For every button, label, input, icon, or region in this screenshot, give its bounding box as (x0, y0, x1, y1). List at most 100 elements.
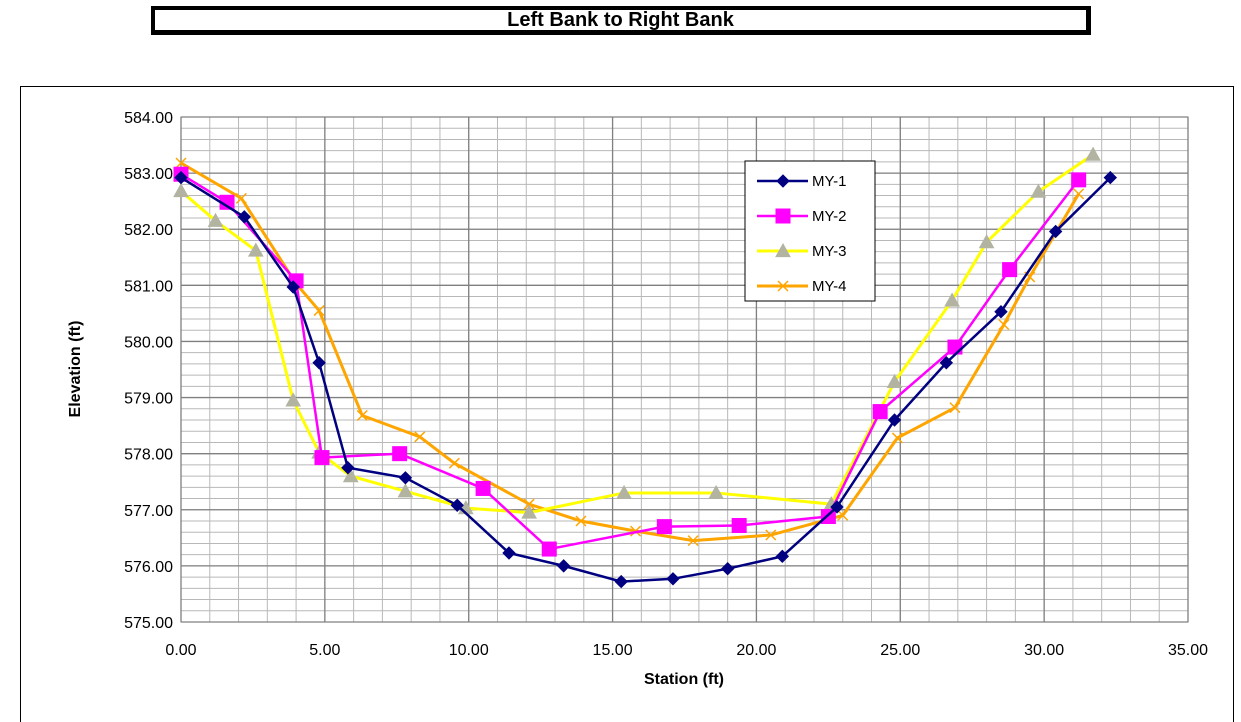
data-point (708, 484, 724, 500)
legend-item-my-4: MY-4 (757, 278, 846, 295)
data-point (312, 356, 326, 370)
data-point (286, 280, 300, 294)
data-point (235, 192, 247, 204)
data-point (502, 546, 516, 560)
legend: MY-1 MY-2 MY-3 MY-4 (744, 160, 876, 302)
legend-swatch-marker (777, 280, 789, 292)
data-point (1002, 262, 1018, 278)
data-point (944, 292, 960, 307)
legend-label: MY-2 (812, 208, 846, 225)
data-point (656, 519, 672, 535)
y-tick-label: 578.00 (124, 447, 173, 464)
chart-title-banner: Left Bank to Right Bank (151, 6, 1091, 35)
data-point (614, 574, 628, 589)
chart-title: Left Bank to Right Bank (507, 8, 734, 31)
x-tick-label: 30.00 (1024, 642, 1064, 659)
data-point (891, 432, 903, 444)
data-point (994, 304, 1008, 319)
data-point (666, 572, 680, 586)
data-point (556, 559, 571, 573)
data-point (830, 500, 844, 514)
data-point (731, 517, 747, 533)
data-point (207, 212, 224, 227)
data-point (1085, 146, 1101, 161)
data-point (175, 157, 187, 169)
data-point (837, 509, 849, 521)
x-axis-ticks: 0.00 5.00 10.00 15.00 20.00 25.00 30.00 35.00 (165, 642, 1208, 659)
x-tick-label: 10.00 (449, 642, 489, 659)
data-point (720, 561, 735, 576)
data-point (886, 373, 903, 388)
series-layer (173, 146, 1118, 589)
y-tick-label: 579.00 (124, 391, 173, 408)
series-my-4 (175, 157, 1085, 547)
data-point (872, 404, 888, 420)
data-point (765, 529, 777, 541)
data-point (939, 356, 954, 370)
data-point (887, 413, 902, 427)
y-axis-title: Elevation (ft) (67, 321, 84, 418)
data-point (448, 457, 460, 469)
legend-swatch-marker (775, 208, 791, 224)
data-point (414, 431, 426, 443)
series-my-1 (174, 170, 1118, 589)
data-point (397, 483, 414, 498)
plot-border (180, 116, 1189, 623)
data-point (475, 480, 491, 496)
data-point (341, 460, 355, 475)
x-tick-label: 0.00 (165, 642, 196, 659)
legend-label: MY-4 (812, 278, 846, 295)
x-tick-label: 20.00 (736, 642, 776, 659)
data-point (314, 450, 330, 466)
data-point (616, 484, 632, 500)
data-point (775, 549, 790, 564)
data-point (1030, 183, 1047, 198)
data-point (949, 402, 961, 414)
legend-box (744, 160, 876, 302)
data-point (1103, 170, 1118, 185)
y-tick-label: 581.00 (124, 278, 173, 295)
y-tick-label: 583.00 (124, 166, 173, 183)
data-point (356, 409, 368, 422)
data-point (398, 471, 413, 485)
legend-label: MY-1 (812, 173, 846, 190)
legend-item-my-1: MY-1 (757, 173, 846, 190)
data-point (521, 504, 537, 519)
data-point (998, 319, 1010, 331)
y-tick-label: 575.00 (124, 615, 173, 632)
data-point (575, 515, 587, 527)
legend-swatch-marker (775, 242, 791, 258)
y-tick-label: 577.00 (124, 503, 173, 520)
data-point (523, 498, 535, 510)
x-tick-label: 25.00 (880, 642, 920, 659)
data-point (247, 242, 264, 257)
data-point (392, 446, 408, 462)
x-axis-title: Station (ft) (644, 671, 724, 688)
chart-frame (20, 86, 1234, 722)
data-point (947, 339, 963, 355)
data-point (1071, 172, 1087, 188)
data-point (1073, 188, 1085, 200)
data-point (173, 183, 189, 198)
x-tick-label: 35.00 (1168, 642, 1208, 659)
data-point (978, 234, 995, 249)
data-point (1048, 224, 1063, 239)
y-tick-label: 580.00 (124, 334, 173, 351)
legend-label: MY-3 (812, 243, 846, 260)
y-axis-ticks: 575.00 576.00 577.00 578.00 579.00 580.00 581.… (124, 110, 173, 632)
legend-item-my-3: MY-3 (757, 242, 846, 260)
data-point (174, 170, 188, 185)
data-point (541, 541, 557, 557)
data-point (342, 468, 359, 483)
legend-swatch-marker (776, 174, 790, 188)
y-tick-label: 582.00 (124, 222, 173, 239)
y-tick-label: 576.00 (124, 559, 173, 576)
x-tick-label: 5.00 (309, 642, 340, 659)
data-point (237, 210, 252, 224)
legend-item-my-2: MY-2 (757, 208, 846, 225)
data-point (687, 535, 699, 547)
x-tick-label: 15.00 (593, 642, 633, 659)
y-tick-label: 584.00 (124, 110, 173, 127)
data-point (450, 498, 464, 512)
